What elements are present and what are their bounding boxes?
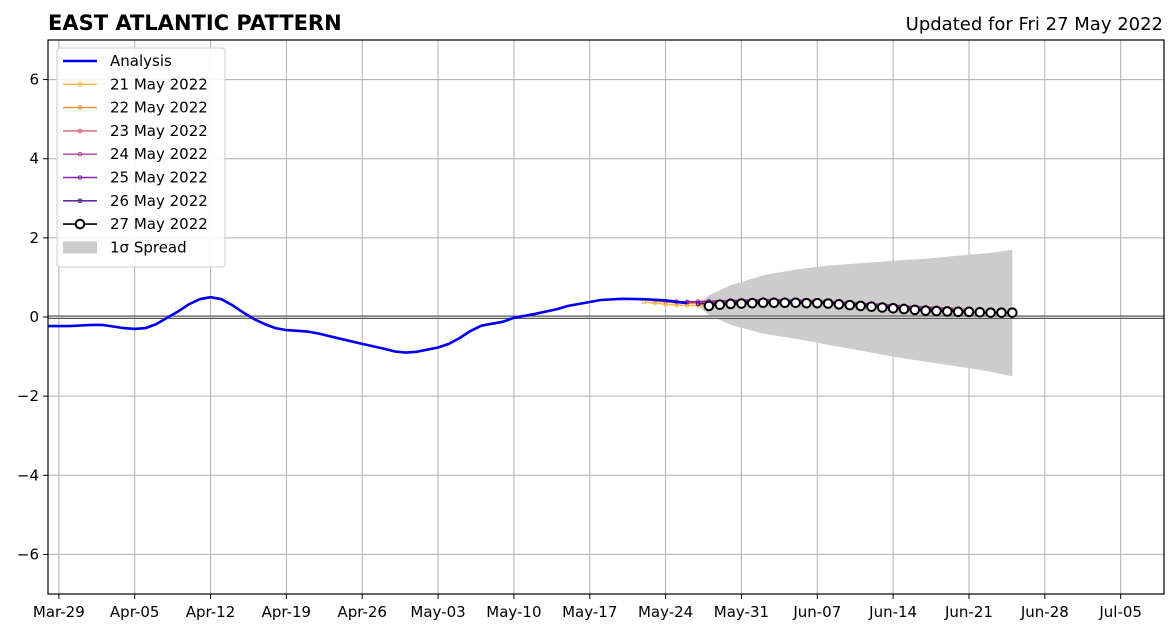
current-forecast-point xyxy=(790,297,801,309)
current-forecast-point xyxy=(1007,307,1018,318)
current-forecast-point xyxy=(909,304,921,316)
y-tick-label: 6 xyxy=(29,71,39,89)
x-tick-label: Apr-19 xyxy=(262,603,312,621)
legend-label: 24 May 2022 xyxy=(110,145,208,163)
current-forecast-point xyxy=(887,302,899,314)
legend-swatch-marker xyxy=(77,82,83,87)
legend-swatch-marker xyxy=(77,151,83,157)
x-tick-label: May-24 xyxy=(638,603,693,621)
legend-entry: 1σ Spread xyxy=(63,238,187,256)
y-tick-label: −2 xyxy=(17,387,39,405)
x-tick-label: Jun-28 xyxy=(1020,603,1069,621)
current-forecast-point xyxy=(963,306,975,318)
legend-entry: 26 May 2022 xyxy=(63,192,208,210)
legend-box xyxy=(56,47,226,268)
series-layer xyxy=(48,295,1018,354)
legend-swatch-marker xyxy=(77,198,83,204)
current-forecast-point xyxy=(801,297,812,309)
forecast-point xyxy=(652,300,658,306)
y-tick-label: 2 xyxy=(29,229,39,247)
current-forecast-point xyxy=(920,305,931,316)
legend-entry: 24 May 2022 xyxy=(63,145,208,163)
current-forecast-point xyxy=(714,299,726,311)
forecast-line xyxy=(687,299,970,312)
legend-entry: 21 May 2022 xyxy=(63,75,208,93)
current-forecast-point xyxy=(985,307,996,318)
legend-label: 1σ Spread xyxy=(110,238,187,256)
legend-entry: 27 May 2022 xyxy=(63,215,208,233)
current-forecast-point xyxy=(898,303,910,315)
legend-swatch-marker xyxy=(77,175,83,180)
legend-entry: 23 May 2022 xyxy=(63,122,208,140)
legend-label: 23 May 2022 xyxy=(110,122,208,140)
chart-subtitle: Updated for Fri 27 May 2022 xyxy=(906,14,1163,35)
plot-frame xyxy=(47,39,1165,595)
legend-entry: 22 May 2022 xyxy=(63,99,208,117)
current-forecast-series xyxy=(703,297,1018,318)
current-forecast-point xyxy=(746,297,758,309)
x-tick-label: May-17 xyxy=(562,603,617,621)
legend-label: 22 May 2022 xyxy=(110,99,208,117)
current-forecast-point xyxy=(931,305,942,317)
legend: Analysis 21 May 2022 22 May 2022 23 May 202… xyxy=(56,47,226,268)
current-forecast-point xyxy=(855,300,866,312)
current-forecast-point xyxy=(768,297,780,309)
axes: Mar-29 Apr-05 Apr-12 Apr-19 Apr-26 May-03 May-… xyxy=(17,39,1165,621)
legend-swatch-marker xyxy=(77,105,83,110)
legend-entry: 25 May 2022 xyxy=(63,169,208,187)
current-forecast-point xyxy=(844,299,856,311)
y-tick-label: −6 xyxy=(17,545,39,563)
x-tick-label: Apr-12 xyxy=(186,603,236,621)
x-tick-label: Jun-07 xyxy=(792,603,841,621)
current-forecast-point xyxy=(866,301,877,313)
x-tick-label: Apr-26 xyxy=(337,603,387,621)
current-forecast-point xyxy=(757,297,769,309)
x-tick-label: May-03 xyxy=(410,603,465,621)
legend-entry: Analysis xyxy=(63,52,172,70)
current-forecast-point xyxy=(942,306,953,317)
current-forecast-point xyxy=(876,302,888,313)
current-forecast-point xyxy=(811,297,823,309)
current-forecast-point xyxy=(779,297,791,309)
legend-swatch-spread xyxy=(63,241,97,254)
y-tick-label: −4 xyxy=(17,466,39,484)
legend-label: 25 May 2022 xyxy=(110,169,208,187)
x-tick-label: Apr-05 xyxy=(110,603,160,621)
spread-layer xyxy=(698,249,1013,377)
analysis-line xyxy=(48,295,688,354)
current-forecast-point xyxy=(822,298,834,309)
chart-title: EAST ATLANTIC PATTERN xyxy=(48,11,342,35)
legend-label: Analysis xyxy=(110,52,172,70)
spread-band xyxy=(698,249,1013,377)
x-tick-label: Jun-21 xyxy=(944,603,993,621)
current-forecast-point xyxy=(996,307,1007,318)
current-forecast-point xyxy=(974,306,986,318)
y-tick-label: 4 xyxy=(29,150,39,168)
x-tick-label: May-10 xyxy=(486,603,541,621)
x-tick-label: Jun-14 xyxy=(868,603,917,621)
legend-label: 27 May 2022 xyxy=(110,215,208,233)
legend-swatch-marker xyxy=(77,128,83,134)
current-forecast-point xyxy=(736,298,747,309)
x-tick-label: Jul-05 xyxy=(1098,603,1142,621)
legend-label: 21 May 2022 xyxy=(110,75,208,93)
y-tick-label: 0 xyxy=(29,308,39,326)
current-forecast-point xyxy=(833,299,845,310)
x-tick-label: Mar-29 xyxy=(33,603,85,621)
forecast-point xyxy=(695,301,701,307)
current-forecast-point xyxy=(725,298,736,310)
current-forecast-point xyxy=(703,300,715,312)
legend-label: 26 May 2022 xyxy=(110,192,208,210)
current-forecast-point xyxy=(952,306,964,318)
legend-swatch-marker xyxy=(74,218,86,230)
x-tick-label: May-31 xyxy=(714,603,769,621)
